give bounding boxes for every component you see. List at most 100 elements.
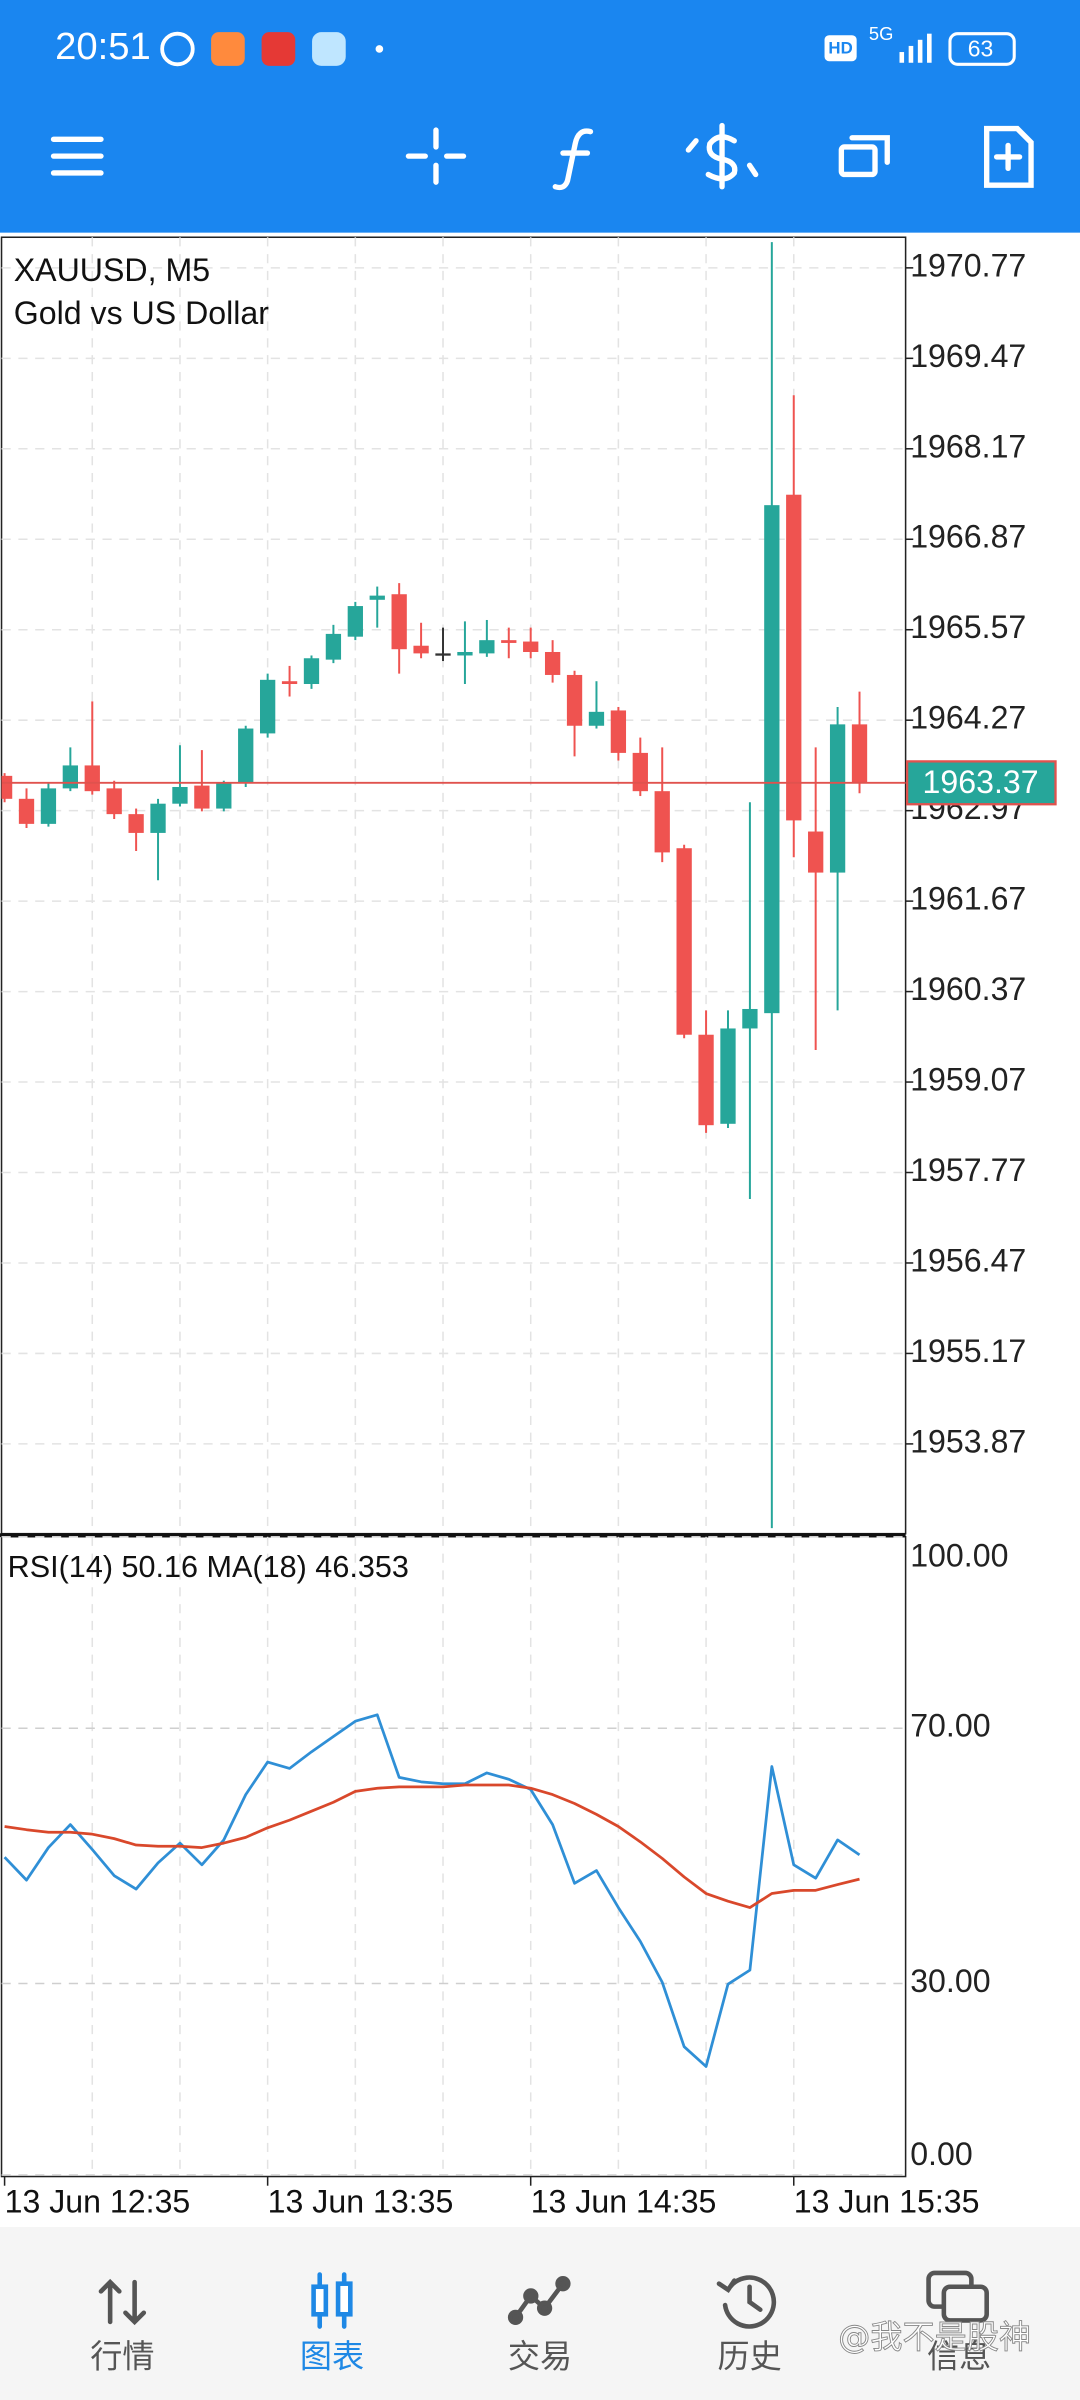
candle bbox=[742, 802, 758, 1199]
candle-body bbox=[1, 775, 13, 799]
y-tick-label: 1964.27 bbox=[910, 700, 1026, 736]
candle bbox=[829, 706, 846, 1011]
candle bbox=[566, 670, 583, 757]
candle-body bbox=[479, 640, 495, 654]
watermark: @我不是股神 bbox=[838, 2318, 1031, 2356]
candle-body bbox=[851, 724, 868, 784]
new-order-button[interactable] bbox=[984, 125, 1034, 188]
icon-part bbox=[335, 2281, 353, 2317]
nav-tab[interactable]: 交易 bbox=[507, 2276, 572, 2376]
candle bbox=[281, 665, 298, 697]
candle bbox=[84, 701, 100, 795]
y-tick-label: 1970.77 bbox=[910, 247, 1026, 283]
overlay: 1970.77 1969.47 1968.17 1966.87 1965.57 1964.… bbox=[1, 247, 1057, 2220]
candle-body bbox=[676, 848, 692, 1035]
candle bbox=[172, 745, 188, 807]
icon-part bbox=[716, 2275, 777, 2329]
nav-tab[interactable]: 行情 bbox=[90, 2278, 154, 2376]
candle bbox=[851, 691, 868, 794]
candle-body bbox=[720, 1028, 736, 1124]
nav-label: 图表 bbox=[300, 2338, 364, 2376]
icon-part bbox=[507, 2309, 524, 2325]
trade-button[interactable] bbox=[685, 122, 759, 190]
candle bbox=[501, 627, 517, 659]
candle bbox=[654, 747, 670, 863]
y-tick-label: 100.00 bbox=[910, 1538, 1008, 1574]
candle-body bbox=[172, 786, 188, 804]
candle bbox=[610, 706, 627, 761]
candle bbox=[18, 788, 35, 829]
x-tick-label: 13 Jun 13:35 bbox=[268, 2184, 454, 2220]
windows-button[interactable] bbox=[838, 135, 890, 178]
candle-body bbox=[632, 752, 648, 792]
candle-body bbox=[62, 765, 79, 789]
candle-body bbox=[413, 645, 429, 654]
nav-icon bbox=[716, 2275, 777, 2329]
clock: 20:51 bbox=[55, 25, 151, 68]
nav-tab[interactable]: 图表 bbox=[300, 2272, 364, 2376]
battery-label: 63 bbox=[968, 36, 994, 62]
candle bbox=[457, 621, 473, 685]
candle bbox=[303, 655, 320, 689]
crosshair-button[interactable] bbox=[405, 127, 467, 185]
candle bbox=[544, 640, 561, 683]
candle-body bbox=[347, 606, 363, 637]
menu-button[interactable] bbox=[50, 136, 104, 176]
candle bbox=[259, 673, 276, 738]
dot-icon bbox=[375, 45, 384, 53]
y-tick-label: 1957.77 bbox=[910, 1152, 1026, 1188]
app-bar bbox=[0, 0, 1080, 233]
symbol-subtitle: Gold vs US Dollar bbox=[14, 295, 270, 331]
candle bbox=[632, 737, 648, 797]
candle-body bbox=[501, 640, 517, 643]
candle bbox=[764, 242, 780, 1529]
rsi-line bbox=[3, 1713, 861, 2068]
network-label: 5G bbox=[869, 23, 893, 44]
candle-body bbox=[18, 798, 35, 824]
y-tick-label: 1960.37 bbox=[910, 971, 1026, 1007]
candle-body bbox=[40, 788, 57, 824]
candle bbox=[786, 395, 802, 858]
y-tick-label: 1959.07 bbox=[910, 1062, 1026, 1098]
hd-label: HD bbox=[828, 38, 852, 57]
candle-body bbox=[194, 785, 210, 809]
icon-part bbox=[513, 2281, 566, 2320]
y-tick-label: 0.00 bbox=[910, 2136, 973, 2172]
nav-tab[interactable]: 信息 bbox=[926, 2270, 991, 2376]
candle-body bbox=[106, 788, 122, 815]
candle-body bbox=[128, 814, 144, 833]
candle bbox=[435, 627, 451, 662]
candle bbox=[238, 725, 254, 787]
x-tick-label: 13 Jun 15:35 bbox=[794, 2184, 980, 2220]
candle-body bbox=[610, 710, 627, 753]
candle bbox=[194, 750, 210, 812]
candle-body bbox=[786, 494, 802, 821]
candle-body bbox=[84, 765, 100, 792]
candle-body bbox=[544, 651, 561, 675]
candle bbox=[720, 1010, 736, 1128]
candle-body bbox=[457, 651, 473, 656]
rsi-label: RSI(14) 50.16 MA(18) 46.353 bbox=[8, 1550, 409, 1584]
nav-tab[interactable]: 历史 bbox=[716, 2275, 782, 2376]
candle-body bbox=[259, 679, 276, 734]
y-tick-label: 1955.17 bbox=[910, 1333, 1026, 1369]
signal-icon bbox=[899, 33, 932, 63]
x-tick-label: 13 Jun 12:35 bbox=[5, 2184, 191, 2220]
candle bbox=[479, 619, 495, 657]
y-tick-label: 1968.17 bbox=[910, 428, 1026, 464]
candle-body bbox=[303, 658, 320, 685]
x-tick-label: 13 Jun 14:35 bbox=[531, 2184, 717, 2220]
candle bbox=[106, 780, 122, 820]
current-price-label: 1963.37 bbox=[923, 764, 1039, 800]
candle bbox=[325, 624, 342, 664]
y-tick-label: 1956.47 bbox=[910, 1242, 1026, 1278]
app-icon bbox=[261, 32, 296, 66]
candle-body bbox=[238, 728, 254, 784]
indicators-button[interactable] bbox=[552, 128, 594, 191]
icon-part bbox=[523, 2288, 539, 2304]
nav-icon bbox=[926, 2270, 989, 2323]
candle bbox=[369, 586, 385, 628]
candle bbox=[676, 844, 692, 1039]
y-tick-label: 1961.67 bbox=[910, 881, 1026, 917]
